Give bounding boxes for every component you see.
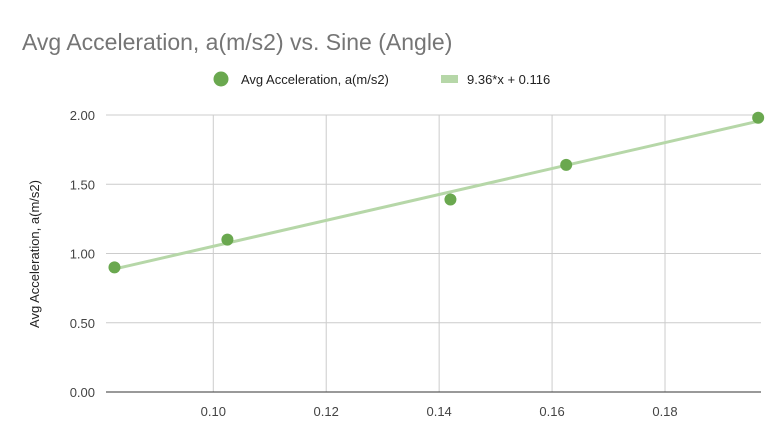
y-tick-label-3: 1.50 bbox=[70, 177, 95, 192]
x-tick-labels: 0.10 0.12 0.14 0.16 0.18 bbox=[201, 404, 678, 419]
legend: Avg Acceleration, a(m/s2) 9.36*x + 0.116 bbox=[213, 71, 550, 87]
x-tick-label-2: 0.14 bbox=[426, 404, 451, 419]
x-tick-label-3: 0.16 bbox=[539, 404, 564, 419]
trendline bbox=[114, 119, 762, 271]
legend-label-trendline: 9.36*x + 0.116 bbox=[467, 72, 550, 87]
data-point-0 bbox=[108, 261, 121, 274]
data-point-3 bbox=[560, 158, 573, 171]
data-point-4 bbox=[752, 111, 765, 124]
chart-title: Avg Acceleration, a(m/s2) vs. Sine (Angl… bbox=[22, 29, 452, 55]
x-tick-label-1: 0.12 bbox=[314, 404, 339, 419]
trendline-group bbox=[114, 119, 762, 271]
y-axis-label: Avg Acceleration, a(m/s2) bbox=[27, 180, 42, 328]
data-point-2 bbox=[444, 193, 457, 206]
x-tick-label-0: 0.10 bbox=[201, 404, 226, 419]
legend-marker-trendline bbox=[441, 75, 458, 83]
y-tick-label-4: 2.00 bbox=[70, 108, 95, 123]
data-point-1 bbox=[221, 233, 234, 246]
x-tick-label-4: 0.18 bbox=[652, 404, 677, 419]
y-tick-label-1: 0.50 bbox=[70, 316, 95, 331]
data-points bbox=[108, 111, 765, 274]
y-tick-label-2: 1.00 bbox=[70, 247, 95, 262]
y-tick-labels: 0.00 0.50 1.00 1.50 2.00 bbox=[70, 108, 95, 400]
legend-marker-series bbox=[213, 71, 229, 87]
gridlines bbox=[106, 114, 761, 392]
legend-label-series: Avg Acceleration, a(m/s2) bbox=[241, 72, 389, 87]
y-tick-label-0: 0.00 bbox=[70, 385, 95, 400]
